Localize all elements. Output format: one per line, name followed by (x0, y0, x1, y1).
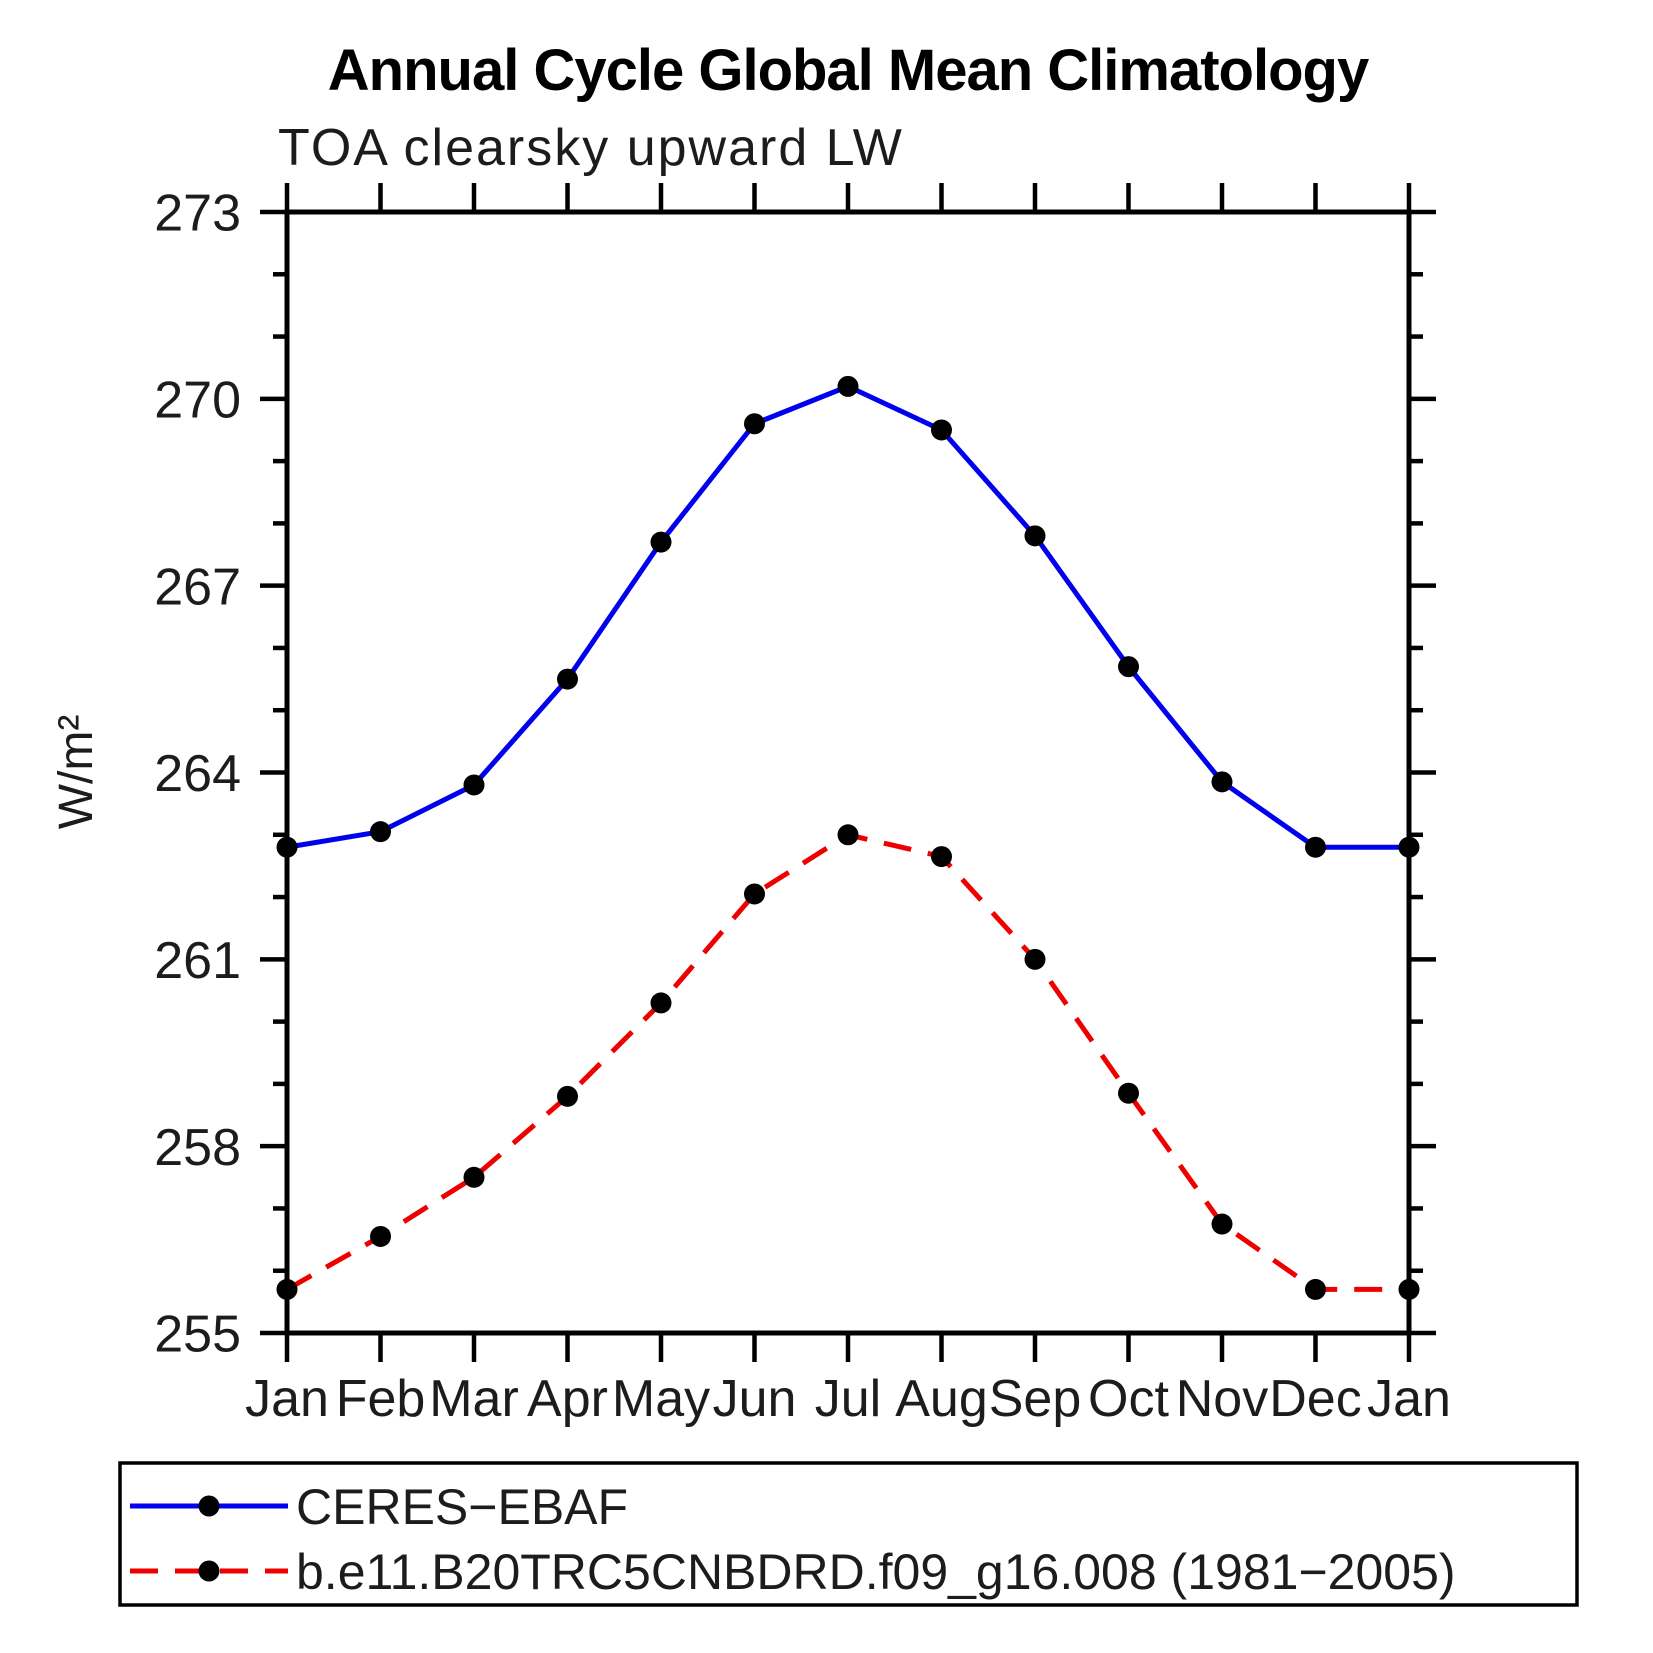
data-point (650, 531, 672, 553)
x-tick-label: Aug (895, 1370, 988, 1428)
data-point (1305, 1278, 1326, 1300)
legend-frame (118, 1461, 1579, 1607)
data-point (744, 413, 765, 435)
data-point (557, 668, 578, 690)
x-tick-label: Feb (336, 1370, 426, 1428)
series-line-ceres-ebaf (286, 383, 1409, 850)
x-tick-label: Dec (1269, 1370, 1361, 1428)
data-point (650, 992, 672, 1014)
data-point (1118, 656, 1139, 678)
data-point (1398, 836, 1420, 858)
data-point (463, 774, 485, 796)
data-point (1024, 948, 1046, 970)
y-tick-label: 255 (154, 1306, 241, 1364)
data-point (276, 836, 298, 858)
legend-label: CERES−EBAF (296, 1479, 628, 1535)
x-tick-label: Jul (815, 1370, 881, 1428)
y-axis-label: W/m² (50, 715, 103, 830)
y-tick-label: 270 (154, 372, 241, 430)
data-point (557, 1085, 578, 1107)
chart-title: Annual Cycle Global Mean Climatology (328, 38, 1369, 103)
data-point (837, 375, 859, 397)
data-point (1211, 1213, 1233, 1235)
legend-box: CERES−EBAF b.e11.B20TRC5CNBDRD.f09_g16.00… (118, 1461, 1579, 1607)
legend-label: b.e11.B20TRC5CNBDRD.f09_g16.008 (1981−20… (296, 1544, 1456, 1600)
data-point (931, 419, 952, 441)
data-point (931, 846, 952, 868)
series-line-model (285, 832, 1409, 1292)
data-point (744, 883, 765, 905)
x-tick-label: Mar (429, 1370, 519, 1428)
x-tick-label: Apr (527, 1370, 608, 1428)
x-tick-label: Nov (1176, 1370, 1268, 1428)
data-point (1305, 836, 1326, 858)
x-tick-label: Oct (1088, 1370, 1169, 1428)
data-point (370, 1225, 391, 1247)
data-point (276, 1278, 298, 1300)
chart-subtitle: TOA clearsky upward LW (278, 119, 904, 177)
y-tick-label: 258 (154, 1119, 241, 1177)
x-tick-label: Jan (245, 1370, 329, 1428)
data-point (370, 821, 391, 843)
x-tick-label: May (612, 1370, 710, 1428)
data-point (463, 1166, 485, 1188)
y-tick-label: 273 (154, 185, 241, 243)
data-point (1118, 1082, 1139, 1104)
x-tick-label: Sep (989, 1370, 1082, 1428)
y-tick-label: 261 (154, 932, 241, 990)
y-tick-label: 264 (154, 745, 241, 803)
x-tick-label: Jun (713, 1370, 797, 1428)
y-tick-label: 267 (154, 558, 241, 616)
data-point (1024, 525, 1046, 547)
legend-sample-marker (198, 1495, 220, 1517)
x-tick-label: Jan (1367, 1370, 1451, 1428)
data-point (1398, 1278, 1420, 1300)
legend-sample-marker (198, 1560, 220, 1582)
data-point (1211, 771, 1233, 793)
data-point (837, 824, 859, 846)
